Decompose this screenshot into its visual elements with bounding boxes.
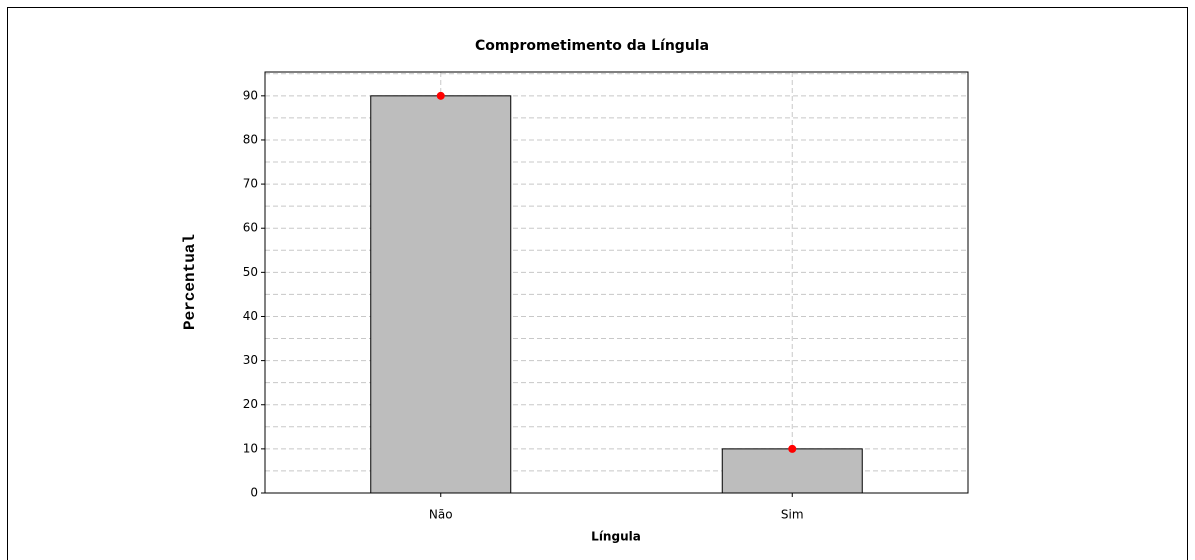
y-axis-label: Percentual: [181, 234, 199, 330]
point-marker: [788, 444, 797, 453]
x-tick-label: Não: [429, 508, 453, 522]
y-tick-label: 90: [243, 88, 258, 102]
bar: [721, 448, 863, 494]
bar: [370, 95, 512, 494]
y-tick-label: 10: [243, 441, 258, 455]
x-axis-label: Língula: [591, 530, 641, 544]
y-tick-label: 30: [243, 353, 258, 367]
plot-border: [264, 71, 969, 494]
y-tick-label: 40: [243, 309, 258, 323]
y-tick-label: 80: [243, 132, 258, 146]
x-tick-label: Sim: [781, 508, 804, 522]
chart-title: Comprometimento da Língula: [475, 38, 709, 54]
frame: [7, 7, 1188, 560]
y-tick-label: 70: [243, 177, 258, 191]
point-marker: [436, 91, 445, 100]
y-tick-label: 50: [243, 265, 258, 279]
y-tick-label: 60: [243, 221, 258, 235]
y-tick-label: 20: [243, 397, 258, 411]
y-tick-label: 0: [250, 486, 258, 500]
